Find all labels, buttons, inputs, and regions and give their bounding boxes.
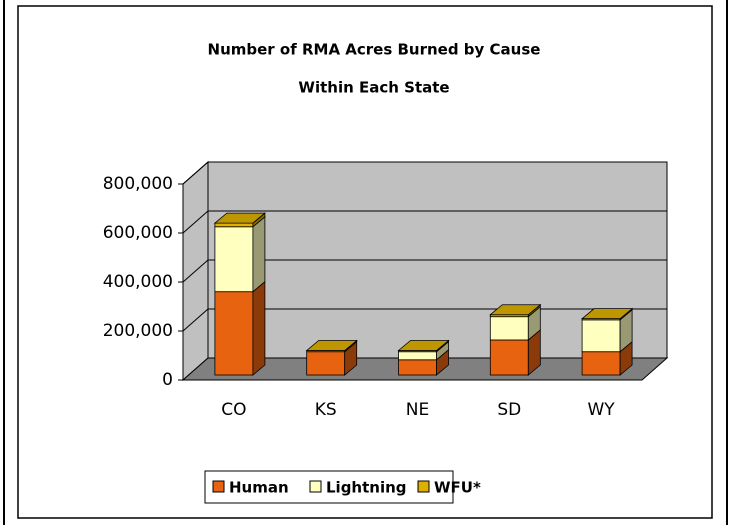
bar-segment bbox=[398, 359, 437, 376]
bar-top bbox=[489, 304, 542, 316]
grid-line bbox=[182, 210, 667, 234]
bar-segment bbox=[489, 339, 529, 376]
grid-line bbox=[182, 259, 667, 283]
y-tick-label: 800,000 bbox=[103, 174, 173, 194]
bar-top bbox=[213, 212, 267, 224]
bar-top bbox=[397, 340, 450, 351]
legend-label: Lightning bbox=[326, 479, 407, 497]
x-tick-label: WY bbox=[587, 400, 615, 420]
bar-top bbox=[580, 308, 634, 320]
legend-label: Human bbox=[229, 479, 289, 497]
y-tick-label: 200,000 bbox=[103, 321, 173, 341]
bar-segment bbox=[398, 351, 437, 361]
y-tick-label: 600,000 bbox=[103, 223, 173, 243]
bar-segment bbox=[214, 226, 254, 293]
bar-segment bbox=[306, 351, 346, 376]
legend-swatch bbox=[309, 480, 322, 493]
bar-side bbox=[252, 215, 266, 293]
x-tick-label: CO bbox=[221, 400, 246, 420]
chart-subtitle: Within Each State bbox=[298, 79, 449, 97]
chart-title: Number of RMA Acres Burned by Cause bbox=[208, 41, 541, 59]
bar-side bbox=[252, 280, 266, 376]
bar-segment bbox=[214, 291, 254, 376]
x-tick-label: NE bbox=[406, 400, 429, 420]
legend-swatch bbox=[212, 480, 225, 493]
bar-segment bbox=[581, 319, 621, 353]
x-tick-label: KS bbox=[315, 400, 337, 420]
legend-swatch bbox=[417, 480, 430, 493]
y-tick-label: 400,000 bbox=[103, 272, 173, 292]
legend-label: WFU* bbox=[434, 479, 481, 497]
bar-top bbox=[305, 340, 358, 351]
y-tick-label: 0 bbox=[162, 370, 173, 390]
bar-segment bbox=[489, 316, 529, 341]
grid-line bbox=[182, 161, 667, 185]
legend bbox=[204, 470, 454, 504]
bar-segment bbox=[214, 222, 254, 228]
x-tick-label: SD bbox=[497, 400, 521, 420]
chart-frame bbox=[17, 5, 713, 519]
bar-segment bbox=[581, 351, 621, 376]
